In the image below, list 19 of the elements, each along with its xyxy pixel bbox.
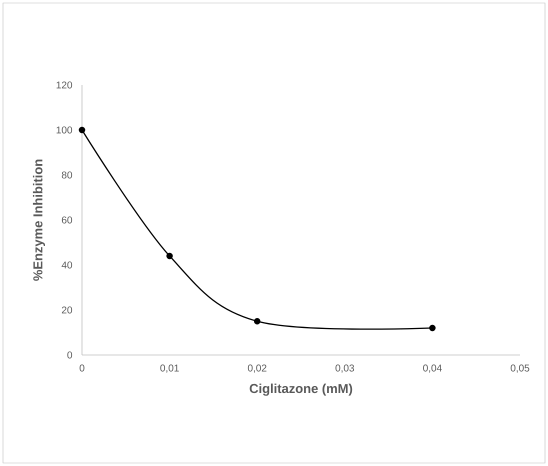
point (166, 252, 173, 260)
x-tick-label: 0,01 (160, 364, 179, 373)
y-tick-label: 40 (62, 261, 72, 269)
x-tick-label: 0,02 (248, 364, 266, 373)
x-tick-label: 0,03 (335, 364, 354, 373)
y-tick-label: 20 (62, 306, 72, 314)
x-tick-label: 0,04 (423, 364, 442, 373)
point (78, 126, 86, 134)
y-tick-label: 80 (62, 171, 72, 179)
y-tick-label: 0 (67, 351, 72, 359)
point (254, 318, 260, 324)
y-tick-label: 120 (56, 81, 72, 89)
x-tick-label: 0,05 (510, 364, 530, 373)
x-axis-title: Ciglitazone (mM) (250, 384, 352, 396)
y-tick-label: 60 (62, 216, 72, 224)
x-tick-label: 0 (80, 364, 84, 372)
y-tick-label: 100 (56, 126, 72, 134)
y-axis-title: %Enzyme Inhibition (32, 160, 46, 281)
point (429, 324, 436, 332)
